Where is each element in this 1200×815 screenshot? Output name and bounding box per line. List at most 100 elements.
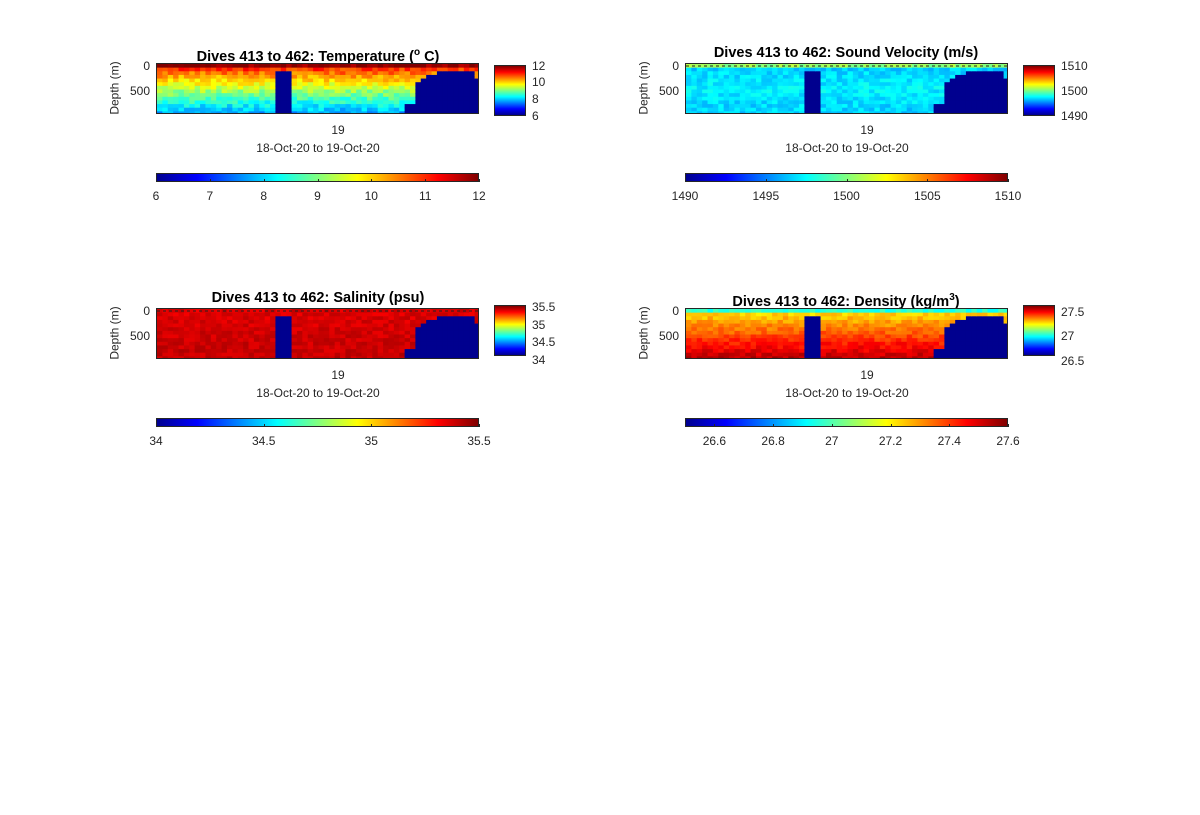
heatmap-cell <box>895 85 902 91</box>
heatmap-cell <box>474 71 478 76</box>
bottom-colorbar-tick-mark <box>425 179 427 182</box>
heatmap-cell <box>879 349 886 354</box>
heatmap-cell <box>162 312 169 317</box>
heatmap-cell <box>302 352 309 357</box>
heatmap-cell <box>200 338 207 343</box>
heatmap-cell <box>739 349 746 354</box>
heatmap-cell <box>755 341 762 347</box>
heatmap-cell <box>712 107 719 112</box>
heatmap-cell <box>329 85 336 91</box>
heatmap-cell <box>917 319 924 325</box>
heatmap-cell <box>723 85 730 91</box>
heatmap-cell <box>372 67 379 72</box>
heatmap-cell <box>944 349 951 354</box>
sound-velocity-side-colorbar-tick: 1510 <box>1061 59 1088 73</box>
heatmap-cell <box>982 338 989 343</box>
heatmap-cell <box>334 341 341 347</box>
heatmap-cell <box>189 111 196 113</box>
heatmap-cell <box>971 96 978 102</box>
bottom-colorbar-tick-mark <box>773 424 775 427</box>
heatmap-cell <box>852 309 859 314</box>
heatmap-cell <box>442 327 449 332</box>
heatmap-cell <box>453 356 460 358</box>
heatmap-cell <box>745 323 752 328</box>
heatmap-cell <box>955 316 962 321</box>
heatmap-cell <box>280 74 287 80</box>
heatmap-cell <box>463 74 470 80</box>
heatmap-cell <box>906 330 913 336</box>
heatmap-cell <box>345 323 352 328</box>
heatmap-cell <box>313 309 320 314</box>
heatmap-cell <box>955 309 962 314</box>
heatmap-cell <box>912 96 919 102</box>
heatmap-cell <box>885 67 892 72</box>
heatmap-cell <box>345 330 352 336</box>
heatmap-cell <box>766 319 773 325</box>
heatmap-cell <box>922 316 929 321</box>
heatmap-cell <box>340 107 347 112</box>
heatmap-cell <box>334 323 341 328</box>
heatmap-cell <box>453 327 460 332</box>
heatmap-cell <box>820 104 827 109</box>
heatmap-cell <box>366 111 373 113</box>
heatmap-cell <box>399 309 406 314</box>
heatmap-cell <box>340 104 347 109</box>
heatmap-cell <box>216 64 223 69</box>
heatmap-cell <box>307 93 314 98</box>
heatmap-cell <box>383 316 390 321</box>
heatmap-cell <box>286 96 293 102</box>
heatmap-cell <box>264 349 271 354</box>
heatmap-cell <box>858 111 865 113</box>
heatmap-cell <box>939 334 945 339</box>
heatmap-cell <box>340 71 347 76</box>
heatmap-cell <box>361 67 368 72</box>
heatmap-cell <box>404 64 411 69</box>
heatmap-cell <box>410 323 416 328</box>
heatmap-cell <box>750 309 757 314</box>
heatmap-cell <box>431 85 438 91</box>
heatmap-cell <box>1003 74 1007 80</box>
heatmap-cell <box>399 316 406 321</box>
heatmap-cell <box>296 323 303 328</box>
heatmap-cell <box>286 71 293 76</box>
heatmap-cell <box>302 78 309 83</box>
heatmap-cell <box>852 89 859 94</box>
heatmap-cell <box>755 330 762 336</box>
heatmap-cell <box>982 107 989 112</box>
heatmap-cell <box>820 356 827 358</box>
heatmap-cell <box>307 345 314 350</box>
sound-velocity-x-axis-label: 18-Oct-20 to 19-Oct-20 <box>785 141 909 155</box>
heatmap-cell <box>463 334 470 339</box>
heatmap-cell <box>296 349 303 354</box>
heatmap-cell <box>383 64 390 69</box>
heatmap-cell <box>804 93 811 98</box>
heatmap-cell <box>852 352 859 357</box>
heatmap-cell <box>431 100 438 105</box>
heatmap-cell <box>761 352 768 357</box>
heatmap-cell <box>469 338 476 343</box>
heatmap-cell <box>885 349 892 354</box>
heatmap-cell <box>928 111 935 113</box>
heatmap-cell <box>933 107 940 112</box>
heatmap-cell <box>955 67 962 72</box>
heatmap-cell <box>766 78 773 83</box>
heatmap-cell <box>410 330 416 336</box>
heatmap-cell <box>307 85 314 91</box>
heatmap-cell <box>431 93 438 98</box>
heatmap-cell <box>982 327 989 332</box>
heatmap-cell <box>436 349 443 354</box>
heatmap-cell <box>399 89 406 94</box>
heatmap-cell <box>404 330 411 336</box>
heatmap-cell <box>323 352 330 357</box>
heatmap-cell <box>739 104 746 109</box>
heatmap-cell <box>761 323 768 328</box>
heatmap-cell <box>415 71 422 76</box>
heatmap-cell <box>799 104 806 109</box>
heatmap-cell <box>960 100 967 105</box>
heatmap-cell <box>976 312 983 317</box>
heatmap-cell <box>415 323 422 328</box>
heatmap-cell <box>356 93 363 98</box>
heatmap-cell <box>366 64 373 69</box>
heatmap-cell <box>399 356 406 358</box>
heatmap-cell <box>944 356 951 358</box>
